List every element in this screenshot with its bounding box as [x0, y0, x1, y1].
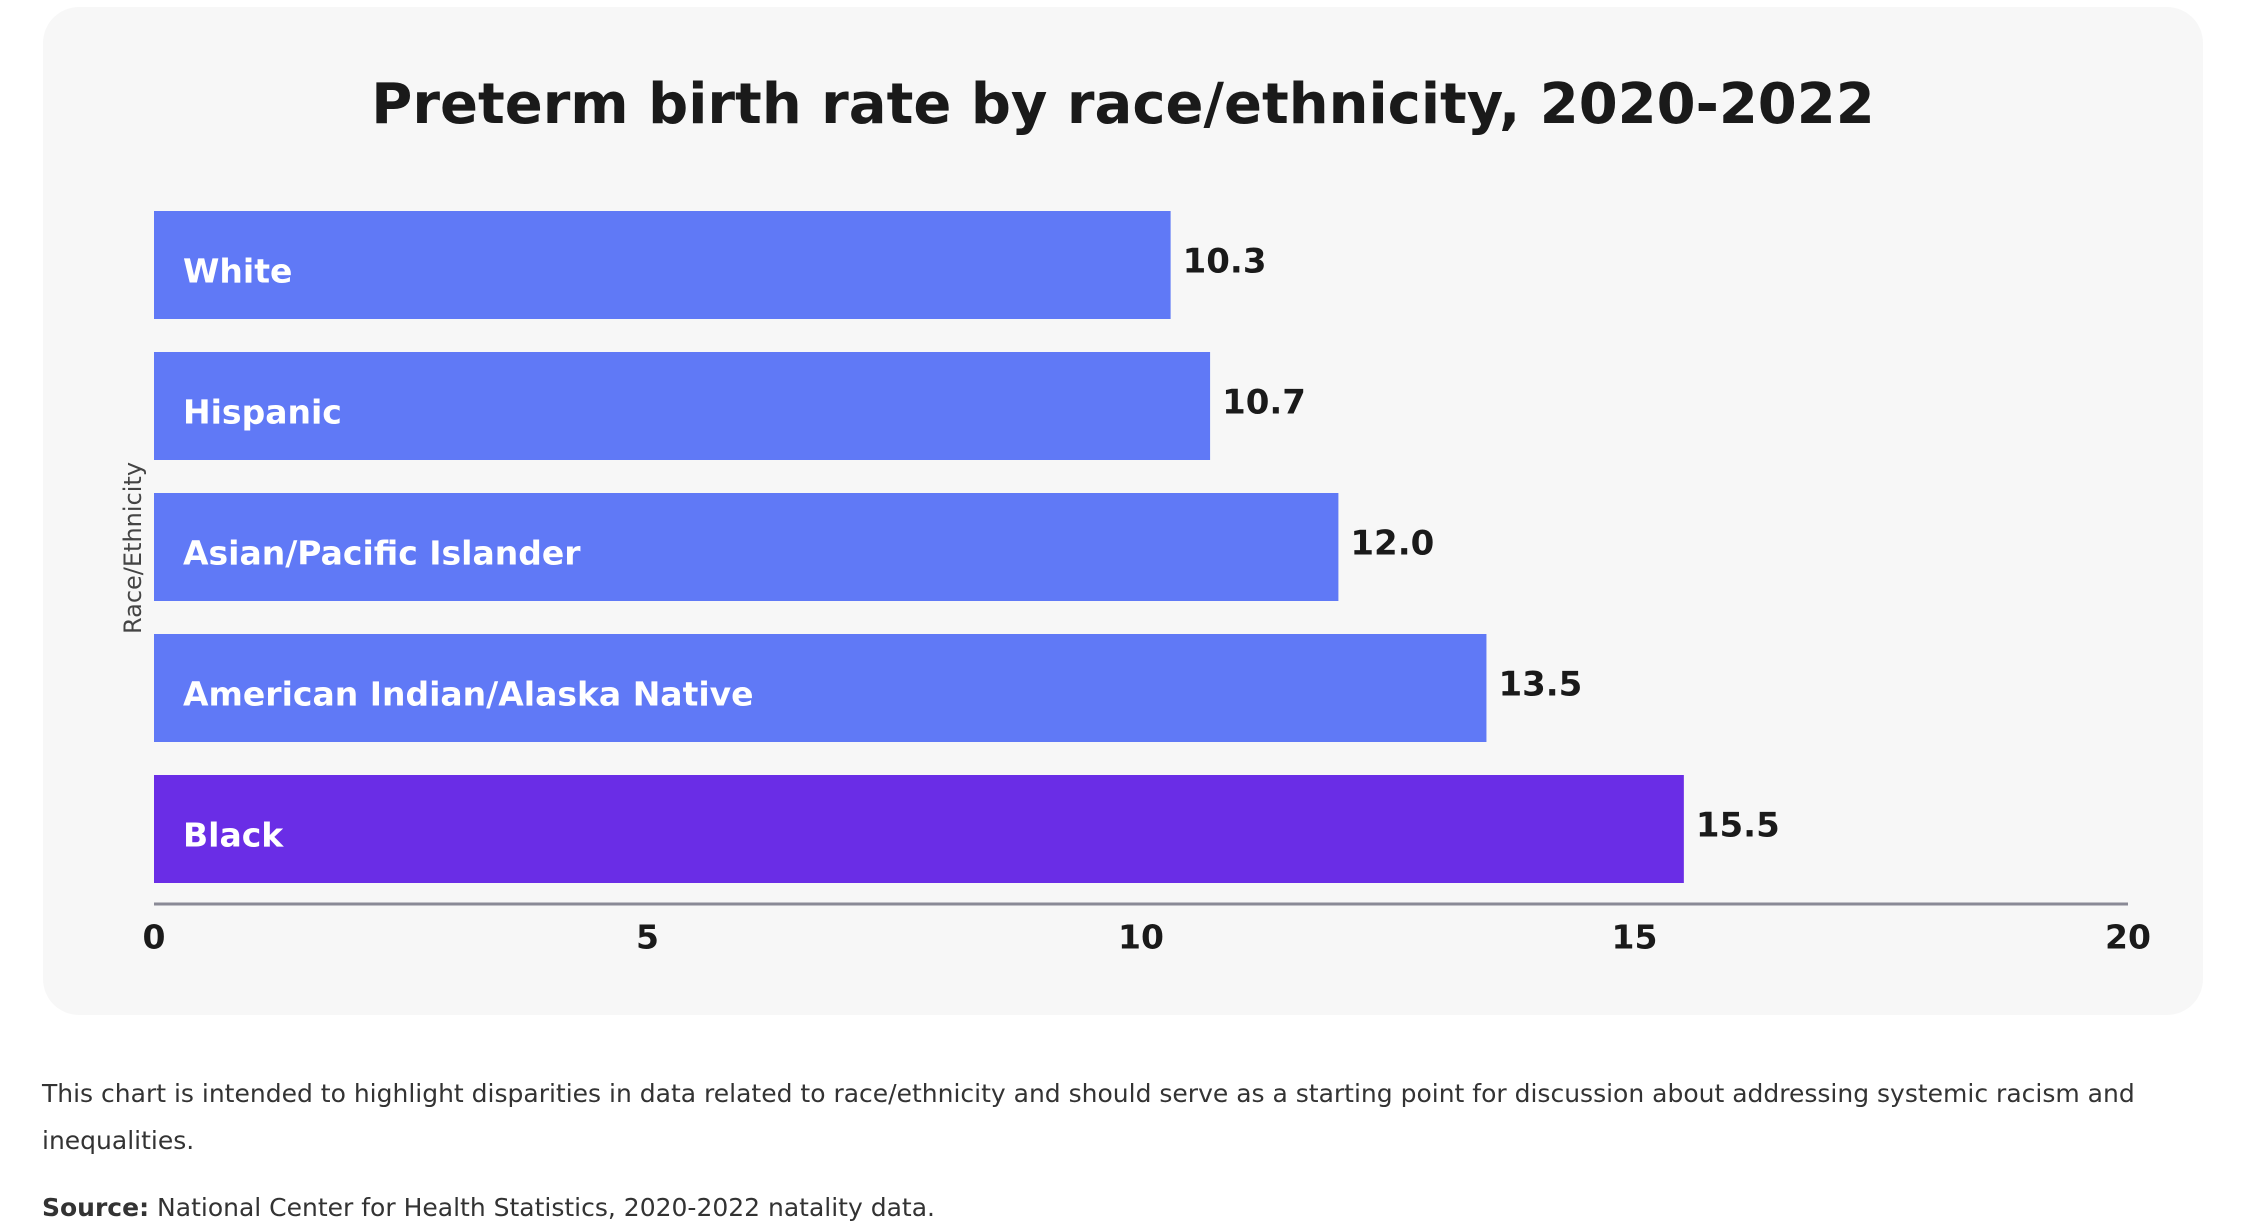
source: National Center for Health Statistics, 2… — [157, 1193, 935, 1222]
y-axis-label: Race/Ethnicity — [119, 462, 147, 634]
value-label: 15.5 — [1696, 806, 1780, 846]
source-line: Source: National Center for Health Stati… — [42, 1184, 2212, 1231]
category-label: Black — [183, 816, 284, 855]
chart: Preterm birth rate by race/ethnicity, 20… — [119, 72, 2151, 957]
footnote: This chart is intended to highlight disp… — [42, 1079, 2135, 1155]
value-label: 12.0 — [1350, 524, 1434, 564]
x-tick-label: 0 — [143, 918, 166, 957]
value-label: 10.7 — [1222, 383, 1306, 423]
bar — [154, 775, 1684, 883]
x-tick-label: 20 — [2105, 918, 2151, 957]
category-label: White — [183, 252, 292, 291]
category-label: Asian/Pacific Islander — [183, 534, 581, 573]
bar — [154, 493, 1339, 601]
bar — [154, 352, 1211, 460]
value-label: 10.3 — [1183, 242, 1267, 282]
source-label: Source: — [42, 1193, 150, 1222]
category-label: American Indian/Alaska Native — [183, 675, 754, 714]
bar — [154, 211, 1171, 319]
chart-title: Preterm birth rate by race/ethnicity, 20… — [371, 72, 1874, 137]
x-tick-label: 10 — [1118, 918, 1164, 957]
bar — [154, 634, 1487, 742]
value-label: 13.5 — [1498, 665, 1582, 705]
x-tick-label: 5 — [636, 918, 659, 957]
category-label: Hispanic — [183, 393, 342, 432]
x-tick-label: 15 — [1612, 918, 1658, 957]
